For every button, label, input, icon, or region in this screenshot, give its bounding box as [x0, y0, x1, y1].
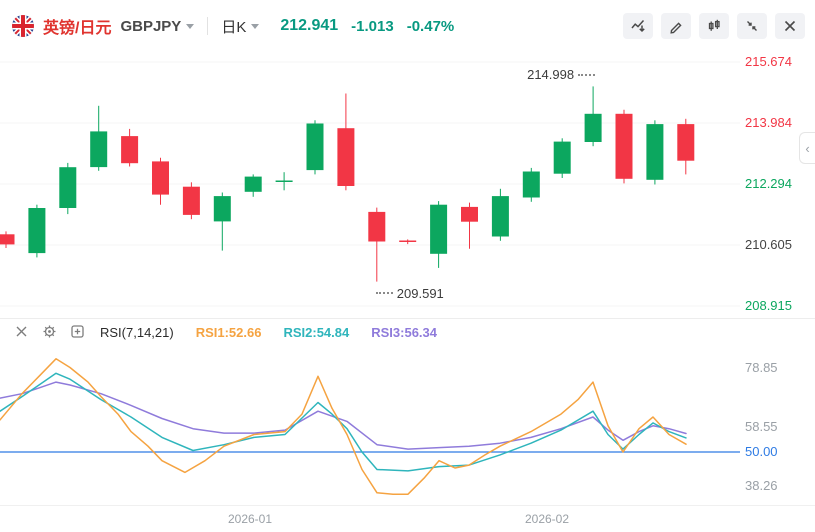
- toolbar-right: [615, 13, 805, 39]
- rsi-axis-label: 38.26: [745, 478, 778, 494]
- annotation-text: 214.998: [527, 67, 575, 83]
- price-axis-label: 208.915: [745, 297, 792, 313]
- price-change: -1.013: [351, 17, 394, 35]
- caret-down-icon: [251, 23, 260, 29]
- rsi1-value: RSI1:52.66: [195, 324, 262, 340]
- dotted-leader: [375, 292, 393, 295]
- rsi2-value: RSI2:54.84: [283, 324, 350, 340]
- price-axis-label: 212.294: [745, 176, 792, 191]
- price-axis-label: 210.605: [745, 236, 792, 252]
- indicator-settings-gear-icon[interactable]: [42, 324, 58, 340]
- rsi3-value: RSI3:56.34: [371, 324, 437, 340]
- candles-icon: [706, 18, 722, 34]
- price-change-pct: -0.47%: [406, 17, 455, 35]
- toolbar: 英镑/日元 GBPJPY 日K 212.941 -1.013 -0.47%: [0, 0, 815, 52]
- symbol-label: GBPJPY: [120, 17, 182, 35]
- time-axis-label: 2026-01: [227, 512, 273, 526]
- save-chart-icon: [630, 18, 646, 34]
- last-price: 212.941: [280, 17, 339, 34]
- collapse-price-axis-button[interactable]: ‹: [799, 132, 815, 164]
- pencil-icon: [668, 18, 684, 34]
- dotted-leader: [578, 73, 596, 76]
- time-axis-label: 2026-02: [524, 512, 570, 526]
- rsi-header: RSI(7,14,21) RSI1:52.66 RSI2:54.84 RSI3:…: [14, 322, 437, 342]
- pane-divider: [0, 318, 815, 319]
- rsi-axis-label: 58.55: [745, 419, 778, 435]
- rsi-axis-label: 50.00: [745, 443, 778, 459]
- gbp-uk-flag-icon: [12, 15, 34, 37]
- price-axis-label: 215.674: [745, 53, 792, 69]
- rsi-axis-label: 78.85: [745, 359, 778, 375]
- annotation-text: 209.591: [396, 285, 444, 301]
- price-annotation: 214.998: [485, 67, 596, 83]
- toolbar-left: 英镑/日元 GBPJPY 日K 212.941 -1.013 -0.47%: [12, 14, 454, 38]
- close-icon: [782, 18, 798, 34]
- divider: [207, 17, 209, 35]
- price-axis-label: 213.984: [745, 115, 792, 130]
- save-chart-button[interactable]: [623, 13, 653, 39]
- time-axis: 2026-01 2026-02: [0, 505, 815, 532]
- remove-indicator-button[interactable]: [14, 324, 30, 340]
- interval-label: 日K: [221, 18, 247, 36]
- price-annotation: 209.591: [375, 285, 444, 301]
- indicator-title: RSI(7,14,21): [100, 324, 174, 340]
- collapse-window-button[interactable]: [737, 13, 767, 39]
- collapse-arrows-icon: [744, 18, 760, 34]
- pair-name-cn: 英镑/日元: [43, 20, 112, 37]
- candlestick-chart[interactable]: [0, 52, 740, 318]
- caret-down-icon: [186, 23, 195, 29]
- rsi-chart[interactable]: [0, 348, 740, 505]
- symbol-selector[interactable]: GBPJPY: [120, 17, 195, 35]
- close-chart-button[interactable]: [775, 13, 805, 39]
- interval-selector[interactable]: 日K: [221, 16, 260, 37]
- indicator-button[interactable]: [699, 13, 729, 39]
- add-indicator-button[interactable]: [70, 324, 86, 340]
- draw-tools-button[interactable]: [661, 13, 691, 39]
